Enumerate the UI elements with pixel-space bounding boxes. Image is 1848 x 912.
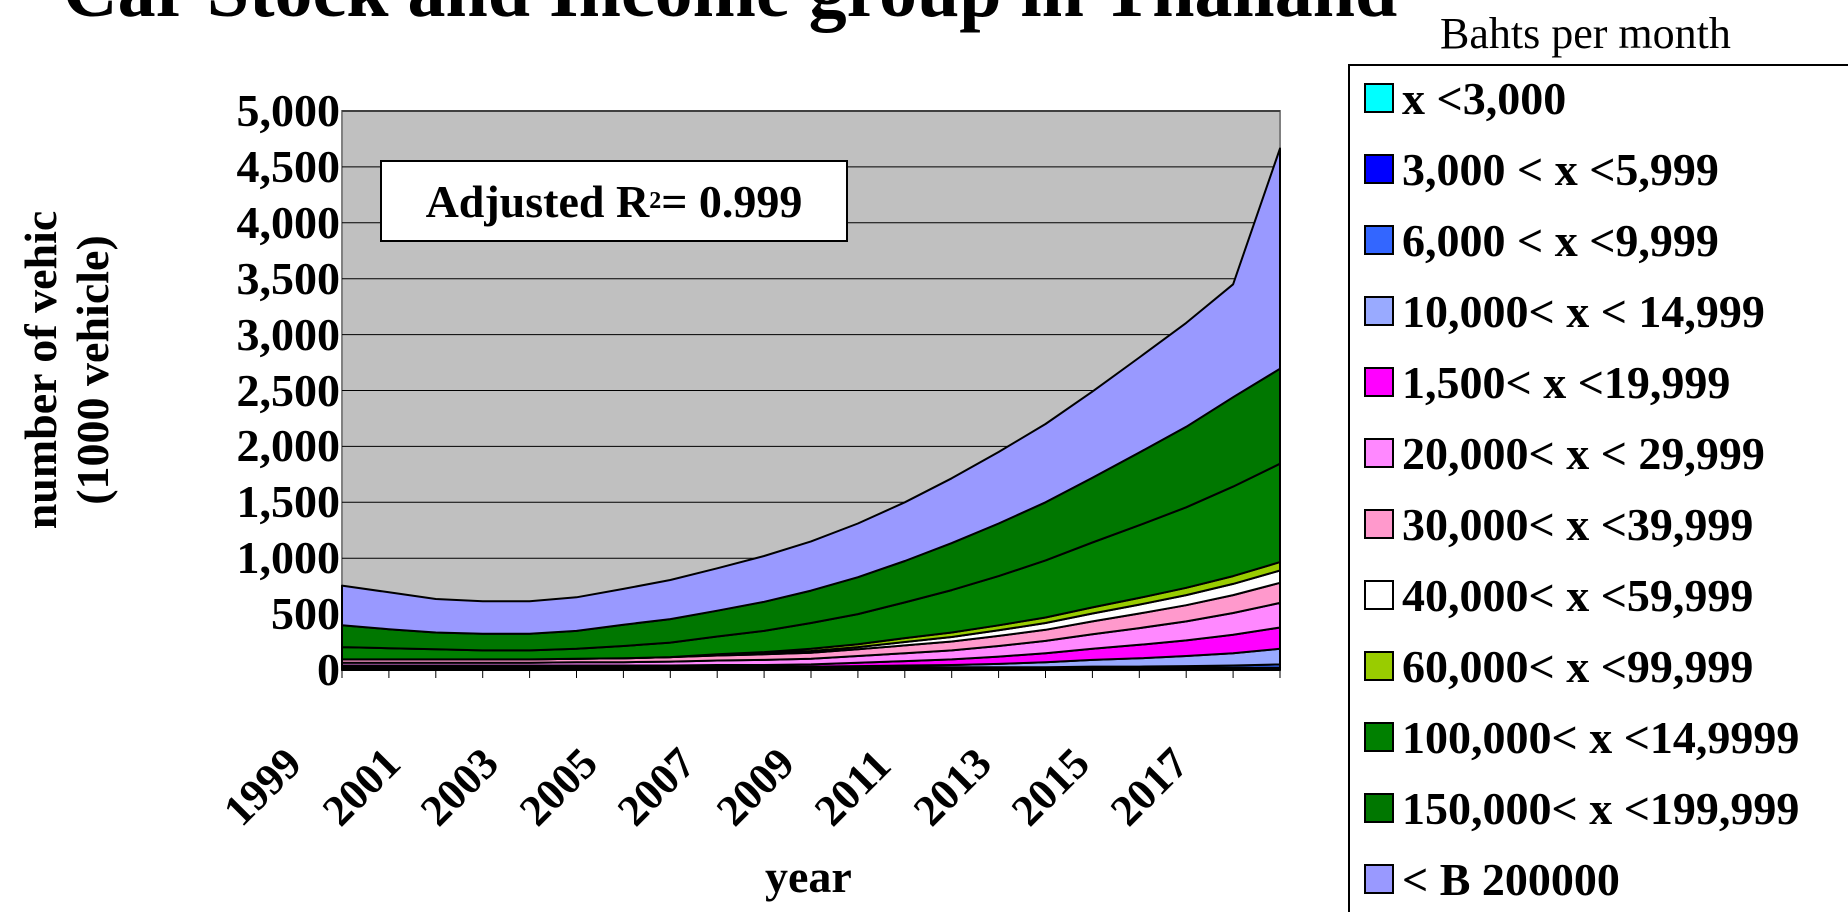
- y-tick-label: 5,000: [236, 85, 341, 136]
- y-axis-label: number of vehic (1000 vehicle): [8, 150, 128, 590]
- legend-swatch: [1364, 793, 1394, 823]
- legend-item: 60,000< x <99,999: [1364, 636, 1753, 696]
- legend-label: 3,000 < x <5,999: [1402, 143, 1719, 195]
- legend-label: < B 200000: [1402, 853, 1620, 905]
- y-tick-label: 2,000: [236, 420, 341, 472]
- legend-item: 30,000< x <39,999: [1364, 494, 1753, 554]
- legend: x <3,000 3,000 < x <5,999 6,000 < x <9,999…: [1348, 64, 1848, 912]
- area-series-11: [341, 147, 1281, 635]
- y-tick-label: 500: [271, 588, 340, 640]
- y-tick-label: 4,500: [236, 140, 341, 192]
- legend-units-label: Bahts per month: [1440, 9, 1731, 58]
- legend-item: 6,000 < x <9,999: [1364, 210, 1719, 270]
- legend-label: 40,000< x <59,999: [1402, 569, 1754, 621]
- legend-label: 30,000< x <39,999: [1402, 498, 1754, 550]
- legend-item: x <3,000: [1364, 68, 1566, 128]
- legend-item: 1,500< x <19,999: [1364, 352, 1730, 412]
- legend-swatch: [1364, 367, 1394, 397]
- legend-label: 1,500< x <19,999: [1402, 356, 1731, 408]
- legend-item: 20,000< x < 29,999: [1364, 423, 1765, 483]
- legend-item: 10,000< x < 14,999: [1364, 281, 1765, 341]
- legend-swatch: [1364, 651, 1394, 681]
- r-squared-prefix: Adjusted R: [425, 175, 650, 227]
- y-axis-label-line1: number of vehic: [15, 211, 66, 530]
- legend-swatch: [1364, 83, 1394, 113]
- legend-swatch: [1364, 225, 1394, 255]
- legend-item: 3,000 < x <5,999: [1364, 139, 1719, 199]
- legend-label: 10,000< x < 14,999: [1402, 285, 1765, 337]
- legend-label: 6,000 < x <9,999: [1402, 214, 1719, 266]
- legend-swatch: [1364, 722, 1394, 752]
- legend-item: 100,000< x <14,9999: [1364, 707, 1799, 767]
- y-tick-label: 2,500: [236, 364, 341, 416]
- legend-swatch: [1364, 580, 1394, 610]
- legend-swatch: [1364, 864, 1394, 894]
- legend-swatch: [1364, 154, 1394, 184]
- y-axis-label-svg: number of vehic (1000 vehicle): [15, 211, 118, 530]
- legend-swatch: [1364, 296, 1394, 326]
- legend-label: 100,000< x <14,9999: [1402, 711, 1800, 763]
- legend-swatch: [1364, 509, 1394, 539]
- y-tick-label: 1,500: [236, 476, 341, 528]
- y-axis-label-line2: (1000 vehicle): [67, 235, 118, 505]
- legend-label: x <3,000: [1402, 72, 1567, 124]
- chart-title: Car Stock and Income group in Thailand: [0, 0, 1460, 35]
- y-tick-label: 4,000: [236, 196, 341, 248]
- legend-item: 150,000< x <199,999: [1364, 778, 1799, 838]
- legend-label: 150,000< x <199,999: [1402, 782, 1800, 834]
- legend-label: 60,000< x <99,999: [1402, 640, 1754, 692]
- y-tick-label: 3,000: [236, 308, 341, 360]
- y-tick-label: 0: [317, 644, 340, 695]
- r-squared-superscript: 2: [649, 187, 662, 214]
- legend-swatch: [1364, 438, 1394, 468]
- legend-item: < B 200000: [1364, 849, 1620, 909]
- x-axis-label: year: [765, 851, 852, 902]
- r-squared-value: = 0.999: [661, 175, 803, 227]
- y-tick-label: 1,000: [236, 532, 341, 584]
- legend-item: 40,000< x <59,999: [1364, 565, 1753, 625]
- legend-label: 20,000< x < 29,999: [1402, 427, 1765, 479]
- y-tick-label: 3,500: [236, 252, 341, 304]
